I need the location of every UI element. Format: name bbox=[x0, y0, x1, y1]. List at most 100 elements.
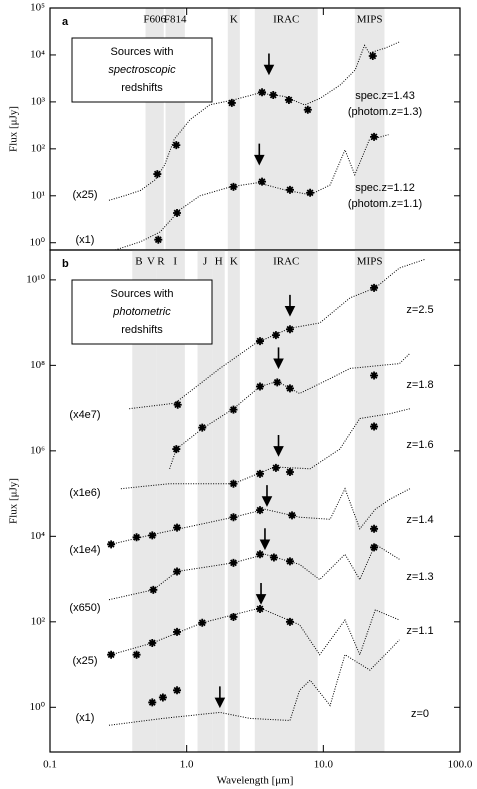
redshift-label: z=1.6 bbox=[406, 439, 433, 451]
band-label: K bbox=[230, 14, 238, 26]
box-text: Sources with bbox=[111, 288, 174, 300]
filter-band bbox=[227, 8, 240, 250]
photometry-point bbox=[255, 469, 264, 478]
scale-label: (x25) bbox=[72, 189, 97, 201]
photometry-point bbox=[154, 235, 163, 244]
photometry-point bbox=[271, 331, 280, 340]
photometry-point bbox=[255, 604, 264, 613]
photometry-point bbox=[269, 91, 278, 100]
filter-band bbox=[132, 250, 146, 752]
photometry-point bbox=[153, 170, 162, 179]
band-label: MIPS bbox=[357, 256, 383, 268]
legend-box bbox=[71, 37, 213, 103]
panel-label: a bbox=[62, 16, 69, 28]
photometry-point bbox=[255, 382, 264, 391]
photometry-point bbox=[273, 378, 282, 387]
photometry-point bbox=[229, 405, 238, 414]
y-tick-label: 10⁰ bbox=[30, 236, 46, 248]
photometry-point bbox=[229, 612, 238, 621]
sed-curve bbox=[108, 543, 400, 601]
photometry-point bbox=[173, 686, 182, 695]
photometry-point bbox=[303, 105, 312, 114]
photometry-point bbox=[172, 445, 181, 454]
box-text: redshifts bbox=[121, 324, 163, 336]
photometry-point bbox=[198, 618, 207, 627]
photometry-point bbox=[284, 95, 293, 104]
peak-arrow bbox=[261, 485, 273, 507]
photometry-point bbox=[370, 283, 379, 292]
peak-arrow bbox=[214, 686, 226, 709]
x-axis-label: Wavelength [μm] bbox=[217, 775, 294, 787]
photometry-point bbox=[285, 384, 294, 393]
filter-band bbox=[212, 250, 225, 752]
scale-label: (x1) bbox=[76, 712, 95, 724]
peak-arrow bbox=[284, 294, 296, 317]
filter-band bbox=[227, 250, 240, 752]
photometry-point bbox=[132, 650, 141, 659]
y-tick-label: 10¹⁰ bbox=[26, 273, 45, 285]
photometry-point bbox=[285, 617, 294, 626]
redshift-label: z=1.8 bbox=[406, 379, 433, 391]
plot-frame bbox=[49, 249, 461, 753]
band-label: H bbox=[215, 256, 223, 268]
y-tick-label: 10² bbox=[31, 615, 46, 627]
photometry-point bbox=[149, 585, 158, 594]
band-label: K bbox=[230, 256, 238, 268]
band-label: IRAC bbox=[273, 14, 299, 26]
photometry-point bbox=[229, 558, 238, 567]
y-tick-label: 10⁸ bbox=[30, 359, 45, 371]
y-tick-label: 10² bbox=[31, 142, 46, 154]
panel-label: b bbox=[62, 258, 69, 270]
photometry-point bbox=[370, 543, 379, 552]
filter-band bbox=[354, 8, 385, 250]
sed-curve bbox=[120, 408, 411, 490]
box-text: spectroscopic bbox=[108, 64, 176, 76]
y-tick-label: 10³ bbox=[31, 95, 46, 107]
photometry-point bbox=[255, 506, 264, 515]
photometry-point bbox=[306, 188, 315, 197]
photometry-point bbox=[285, 557, 294, 566]
photometry-point bbox=[173, 523, 182, 532]
photometry-point bbox=[107, 540, 116, 549]
x-tick-label: 100.0 bbox=[448, 759, 473, 771]
redshift-label: (photom.z=1.1) bbox=[348, 198, 422, 210]
photometry-point bbox=[107, 650, 116, 659]
photometry-point bbox=[370, 524, 379, 533]
y-tick-label: 10⁶ bbox=[30, 444, 45, 456]
redshift-label: z=0 bbox=[411, 708, 429, 720]
peak-arrow bbox=[254, 143, 265, 166]
photometry-point bbox=[229, 182, 238, 191]
filter-band bbox=[145, 250, 157, 752]
scale-label: (x25) bbox=[72, 655, 97, 667]
photometry-point bbox=[132, 533, 141, 542]
box-text: redshifts bbox=[121, 82, 163, 94]
redshift-label: (photom.z=1.3) bbox=[348, 106, 422, 118]
redshift-label: spec.z=1.12 bbox=[355, 182, 415, 194]
band-label: V bbox=[147, 256, 155, 268]
sed-curve bbox=[108, 41, 400, 201]
y-tick-label: 10⁴ bbox=[30, 48, 45, 60]
x-tick-label: 1.0 bbox=[180, 759, 194, 771]
photometry-point bbox=[173, 567, 182, 576]
photometry-point bbox=[148, 531, 157, 540]
scale-label: (x4e7) bbox=[69, 409, 100, 421]
y-tick-label: 10¹ bbox=[31, 189, 45, 201]
photometry-point bbox=[368, 51, 377, 60]
sed-curve bbox=[115, 134, 389, 251]
scale-label: (x1) bbox=[76, 234, 95, 246]
photometry-point bbox=[288, 511, 297, 520]
filter-band bbox=[156, 250, 166, 752]
peak-arrow bbox=[259, 528, 271, 551]
filter-band bbox=[165, 250, 185, 752]
photometry-point bbox=[229, 479, 238, 488]
filter-band bbox=[197, 250, 213, 752]
filter-band bbox=[354, 250, 385, 752]
band-label: MIPS bbox=[357, 14, 383, 26]
y-tick-label: 10⁵ bbox=[30, 2, 45, 14]
photometry-point bbox=[148, 638, 157, 647]
band-label: F606 bbox=[143, 14, 166, 26]
photometry-point bbox=[198, 423, 207, 432]
photometry-point bbox=[158, 693, 167, 702]
